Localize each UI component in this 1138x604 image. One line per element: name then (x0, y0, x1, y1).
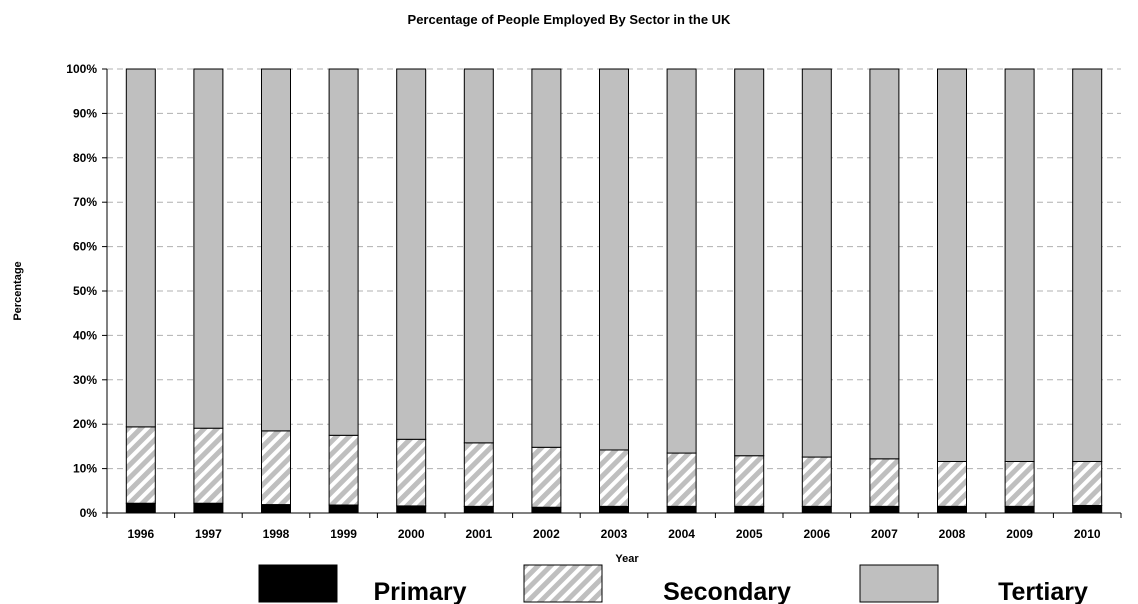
x-tick-label: 2007 (871, 527, 898, 541)
y-tick-label: 80% (73, 151, 97, 165)
y-tick-label: 60% (73, 240, 97, 254)
bar-secondary-2003 (599, 449, 629, 507)
bar-tertiary-2000 (396, 68, 427, 440)
legend-swatch-primary (258, 564, 338, 603)
bar-secondary-2008 (937, 460, 967, 507)
y-axis-title: Percentage (12, 261, 24, 320)
bar-secondary-2000 (396, 438, 427, 507)
bar-primary-2010 (1072, 504, 1103, 514)
bar-secondary-2005 (734, 455, 765, 507)
bar-tertiary-2002 (531, 68, 562, 448)
bar-primary-1996 (125, 502, 156, 514)
bar-secondary-1998 (261, 430, 291, 506)
x-tick-label: 1996 (127, 527, 154, 541)
legend-label-primary: Primary (373, 578, 466, 604)
x-tick-label: 1997 (195, 527, 222, 541)
y-tick-labels: 0% 10% 20% 30% 40% 50% 60% 70% 80% 90% 100% (66, 62, 97, 520)
bar-primary-2005 (734, 505, 765, 514)
y-tick-label: 70% (73, 195, 97, 209)
bar-tertiary-2009 (1004, 68, 1035, 462)
x-tick-label: 2001 (465, 527, 492, 541)
bar-secondary-2010 (1072, 460, 1103, 506)
legend-label-secondary: Secondary (663, 578, 791, 604)
bar-primary-2000 (396, 505, 427, 514)
x-tick-labels: 1996 1997 1998 1999 2000 2001 2002 2003 2004 2005… (127, 527, 1100, 541)
bar-secondary-2007 (869, 458, 900, 507)
legend-swatch-tertiary (859, 564, 939, 603)
bar-tertiary-2007 (869, 68, 900, 460)
bar-primary-2009 (1004, 505, 1035, 514)
x-tick-label: 2005 (736, 527, 763, 541)
y-tick-label: 30% (73, 373, 97, 387)
bar-primary-2007 (869, 505, 900, 514)
bar-secondary-2009 (1004, 460, 1035, 507)
bar-tertiary-2003 (599, 68, 629, 451)
bar-tertiary-1996 (125, 68, 156, 428)
bars (125, 68, 1103, 514)
bar-primary-1999 (328, 504, 359, 514)
x-tick-label: 2009 (1006, 527, 1033, 541)
bar-primary-2008 (937, 505, 967, 514)
x-axis-title: Year (615, 553, 639, 565)
x-tick-label: 1998 (263, 527, 290, 541)
bar-tertiary-2005 (734, 68, 765, 457)
bar-secondary-2001 (463, 442, 494, 507)
bar-primary-1997 (193, 502, 224, 514)
bar-primary-2002 (531, 506, 562, 514)
bar-secondary-2002 (531, 446, 562, 508)
x-tick-label: 2003 (601, 527, 628, 541)
bar-secondary-1997 (193, 427, 224, 504)
x-tick-label: 1999 (330, 527, 357, 541)
bar-primary-2004 (666, 505, 697, 514)
bar-secondary-1996 (125, 426, 156, 504)
x-tick-label: 2004 (668, 527, 695, 541)
bar-tertiary-2010 (1072, 68, 1103, 462)
bar-tertiary-1998 (261, 68, 291, 432)
y-tick-label: 40% (73, 328, 97, 342)
bar-tertiary-1999 (328, 68, 359, 436)
x-tick-label: 2008 (939, 527, 966, 541)
legend-swatch-secondary (523, 564, 603, 603)
axes (102, 68, 1122, 518)
y-tick-label: 10% (73, 462, 97, 476)
y-tick-label: 0% (80, 506, 98, 520)
bar-tertiary-2008 (937, 68, 967, 462)
bar-primary-1998 (261, 504, 291, 514)
chart-title: Percentage of People Employed By Sector … (408, 12, 732, 27)
y-tick-label: 100% (66, 62, 97, 76)
y-tick-label: 90% (73, 106, 97, 120)
bar-tertiary-2004 (666, 68, 697, 454)
x-tick-label: 2010 (1074, 527, 1101, 541)
bar-tertiary-1997 (193, 68, 224, 429)
bar-primary-2006 (801, 505, 832, 514)
bar-secondary-1999 (328, 434, 359, 506)
bar-primary-2003 (599, 505, 629, 514)
y-tick-label: 50% (73, 284, 97, 298)
legend: Primary Secondary Tertiary (258, 564, 1088, 604)
bar-tertiary-2006 (801, 68, 832, 458)
x-tick-label: 2002 (533, 527, 560, 541)
y-tick-label: 20% (73, 417, 97, 431)
x-tick-label: 2006 (803, 527, 830, 541)
bar-secondary-2004 (666, 452, 697, 507)
legend-label-tertiary: Tertiary (998, 578, 1088, 604)
bar-secondary-2006 (801, 456, 832, 507)
x-tick-label: 2000 (398, 527, 425, 541)
bar-tertiary-2001 (463, 68, 494, 444)
bar-primary-2001 (463, 505, 494, 514)
